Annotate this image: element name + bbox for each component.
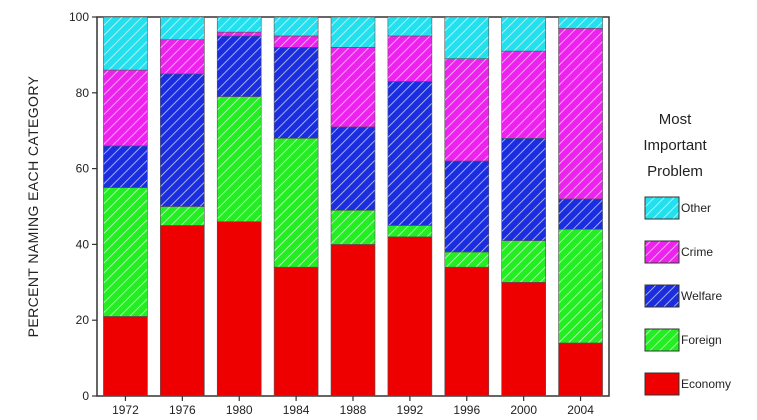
bar-1984-economy <box>273 266 319 397</box>
bar-stack-1984 <box>273 16 319 397</box>
legend-swatch-economy <box>644 372 680 396</box>
x-tick-label-1976: 1976 <box>169 403 196 417</box>
bar-1980-economy <box>216 221 262 397</box>
legend-item-welfare: Welfare <box>644 284 722 308</box>
legend-item-crime: Crime <box>644 240 713 264</box>
legend-item-foreign: Foreign <box>644 328 722 352</box>
legend-swatch-crime <box>644 240 680 264</box>
bar-stack-1988 <box>330 16 376 397</box>
y-tick-label-40: 40 <box>76 237 90 251</box>
bar-1988-other <box>330 16 376 48</box>
bar-1984-crime <box>273 35 319 48</box>
legend-label-welfare: Welfare <box>681 289 722 303</box>
x-tick-label-2004: 2004 <box>567 403 594 417</box>
bar-1984-welfare <box>273 47 319 139</box>
x-tick-label-1972: 1972 <box>112 403 139 417</box>
x-tick-label-1996: 1996 <box>453 403 480 417</box>
y-tick-label-0: 0 <box>82 389 89 403</box>
bar-stack-1972 <box>103 16 148 397</box>
bar-2004-welfare <box>558 198 603 230</box>
x-tick-label-1980: 1980 <box>226 403 253 417</box>
x-tick-label-2000: 2000 <box>510 403 537 417</box>
y-tick-label-80: 80 <box>76 86 90 100</box>
bar-1976-welfare <box>160 73 205 207</box>
bar-1996-crime <box>444 58 490 162</box>
bar-1984-other <box>273 16 319 37</box>
bar-stack-1976 <box>160 16 205 397</box>
bars-group <box>103 16 603 397</box>
bar-1972-welfare <box>103 145 148 188</box>
legend-label-other: Other <box>681 201 711 215</box>
bar-stack-2004 <box>558 16 603 397</box>
legend-title-line-3: Problem <box>647 163 703 180</box>
y-tick-label-100: 100 <box>69 10 89 24</box>
x-axis: 1972 1976 1980 1984 1988 1992 1996 2000 2004 <box>112 396 594 417</box>
legend: Most Important Problem Other Crime Welfare For… <box>643 111 731 396</box>
bar-1996-foreign <box>444 251 490 268</box>
bar-2000-economy <box>501 281 546 397</box>
bar-1980-foreign <box>216 96 262 222</box>
bar-1972-economy <box>103 316 148 397</box>
bar-1992-other <box>387 16 433 37</box>
bar-1980-other <box>216 16 262 33</box>
bar-1988-foreign <box>330 209 376 245</box>
bar-stack-1992 <box>387 16 433 397</box>
legend-item-other: Other <box>644 196 711 220</box>
legend-title-line-1: Most <box>659 111 692 128</box>
bar-1976-foreign <box>160 206 205 226</box>
y-axis-title: PERCENT NAMING EACH CATEGORY <box>25 75 41 337</box>
legend-label-foreign: Foreign <box>681 333 722 347</box>
legend-swatch-foreign <box>644 328 680 352</box>
bar-2004-economy <box>558 342 603 397</box>
bar-1996-other <box>444 16 490 59</box>
bar-2000-other <box>501 16 546 52</box>
bar-1988-economy <box>330 244 376 397</box>
bar-1980-crime <box>216 31 262 37</box>
y-tick-label-60: 60 <box>76 162 90 176</box>
bar-1976-other <box>160 16 205 41</box>
x-tick-label-1984: 1984 <box>283 403 310 417</box>
bar-1972-foreign <box>103 187 148 317</box>
bar-2004-crime <box>558 28 603 200</box>
bar-1976-economy <box>160 225 205 397</box>
bar-stack-2000 <box>501 16 546 397</box>
bar-1992-welfare <box>387 81 433 226</box>
bar-1984-foreign <box>273 137 319 268</box>
legend-swatch-welfare <box>644 284 680 308</box>
legend-title-line-2: Important <box>643 137 707 154</box>
bar-2004-other <box>558 16 603 29</box>
bar-1976-crime <box>160 39 205 75</box>
bar-1972-other <box>103 16 148 71</box>
bar-1992-crime <box>387 35 433 82</box>
bar-1972-crime <box>103 69 148 147</box>
y-tick-label-20: 20 <box>76 313 90 327</box>
legend-swatch-other <box>644 196 680 220</box>
legend-item-economy: Economy <box>644 372 731 396</box>
bar-1992-foreign <box>387 225 433 238</box>
bar-2000-foreign <box>501 240 546 283</box>
bar-2004-foreign <box>558 228 603 344</box>
y-axis: 0 20 40 60 80 100 <box>69 10 97 403</box>
bar-1996-welfare <box>444 160 490 253</box>
bar-1988-crime <box>330 47 376 128</box>
bar-1988-welfare <box>330 126 376 211</box>
bar-2000-welfare <box>501 137 546 241</box>
bar-1980-welfare <box>216 35 262 97</box>
bar-1992-economy <box>387 236 433 397</box>
bar-stack-1996 <box>444 16 490 397</box>
legend-label-crime: Crime <box>681 245 713 259</box>
bar-2000-crime <box>501 50 546 139</box>
bar-stack-1980 <box>216 16 262 397</box>
x-tick-label-1988: 1988 <box>340 403 367 417</box>
x-tick-label-1992: 1992 <box>397 403 424 417</box>
bar-1996-economy <box>444 266 490 397</box>
legend-label-economy: Economy <box>681 377 731 391</box>
